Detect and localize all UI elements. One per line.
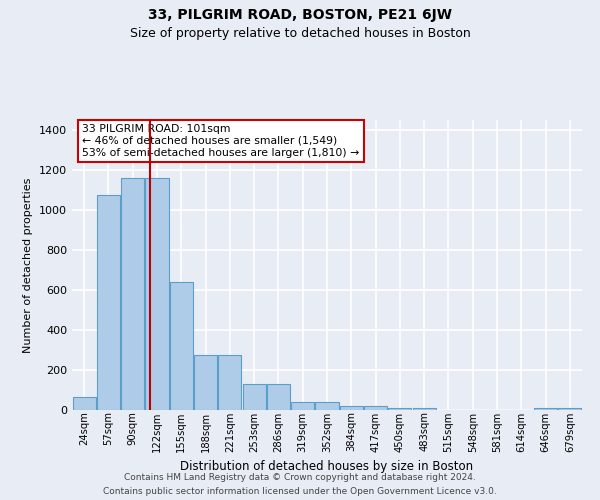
Text: Size of property relative to detached houses in Boston: Size of property relative to detached ho… [130, 28, 470, 40]
Bar [291, 402, 314, 410]
Bar [121, 178, 144, 410]
Bar [316, 402, 338, 410]
Bar [413, 408, 436, 410]
Text: Contains HM Land Registry data © Crown copyright and database right 2024.: Contains HM Land Registry data © Crown c… [124, 472, 476, 482]
Bar [194, 355, 217, 410]
Bar [242, 384, 266, 410]
Bar [97, 195, 120, 410]
Bar [340, 406, 363, 410]
Bar [534, 408, 557, 410]
Y-axis label: Number of detached properties: Number of detached properties [23, 178, 34, 352]
Bar [73, 397, 95, 410]
Bar [218, 355, 241, 410]
Bar [267, 384, 290, 410]
Bar [388, 408, 412, 410]
Text: Contains public sector information licensed under the Open Government Licence v3: Contains public sector information licen… [103, 488, 497, 496]
Bar [559, 408, 581, 410]
Bar [364, 406, 387, 410]
Bar [145, 178, 169, 410]
X-axis label: Distribution of detached houses by size in Boston: Distribution of detached houses by size … [181, 460, 473, 473]
Text: 33, PILGRIM ROAD, BOSTON, PE21 6JW: 33, PILGRIM ROAD, BOSTON, PE21 6JW [148, 8, 452, 22]
Text: 33 PILGRIM ROAD: 101sqm
← 46% of detached houses are smaller (1,549)
53% of semi: 33 PILGRIM ROAD: 101sqm ← 46% of detache… [82, 124, 359, 158]
Bar [170, 282, 193, 410]
